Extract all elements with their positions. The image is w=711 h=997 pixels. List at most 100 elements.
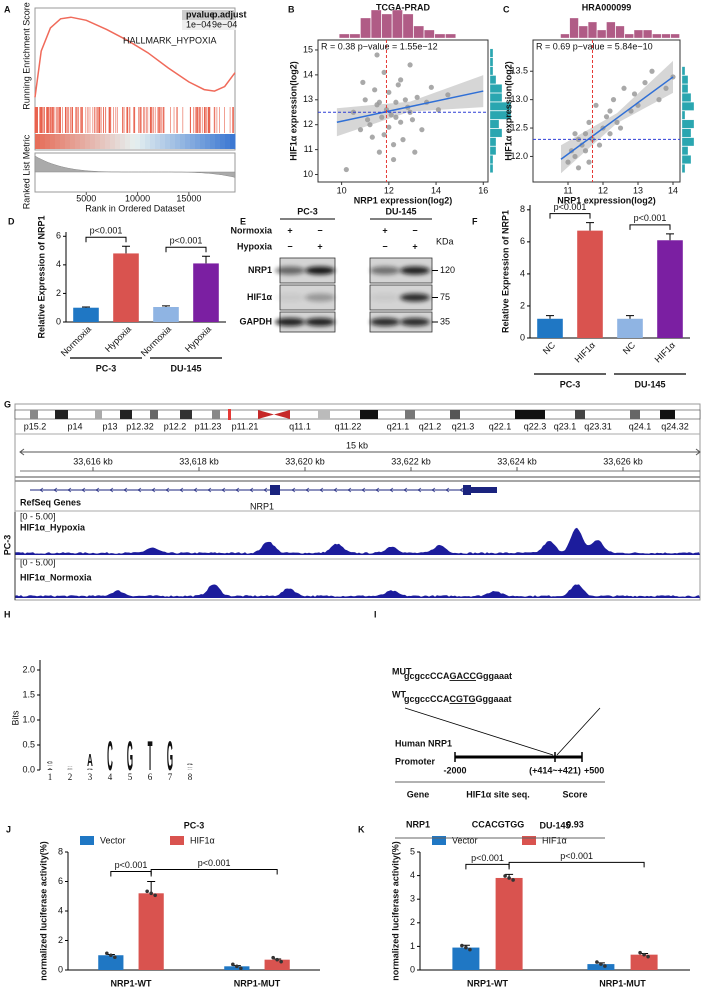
y-tick-label: 4 [520,268,525,278]
x-tick-label: 13 [633,185,643,195]
logo-letter: C [107,734,113,780]
promoter-label: Promoter [395,756,436,766]
rank-heat [65,134,71,149]
rank-heat [185,134,191,149]
condition-label: Normoxia [230,225,273,235]
legend-label: HIF1α [542,835,567,845]
position-label: 4 [108,772,113,782]
replicate-dot [105,951,109,956]
y-tick-label: 1 [410,941,415,951]
significance-bracket [85,236,127,243]
y-tick-label: 1.5 [22,689,35,699]
ideogram-marker [228,409,231,420]
x-tick-label: 11 [563,185,572,195]
sequence-part: gcgccCCA [404,694,450,704]
blot-band [275,318,305,326]
position-label: 6 [148,772,153,782]
protein-label: GAPDH [239,316,272,326]
browser-frame [14,403,701,601]
position-label: 1 [48,772,53,782]
point [565,159,571,165]
y-tick-label: 0.5 [22,739,35,749]
stats-value: 1e−04 [186,19,211,29]
coordinate-label: 33,626 kb [603,456,643,466]
rank-heat [150,134,156,149]
rank-heat [145,134,151,149]
point [381,132,387,138]
point [572,131,578,137]
bar [98,955,124,970]
blot-band [305,318,335,326]
marginal-bar [489,93,503,102]
replicate-dot [153,893,157,898]
significance-label: p<0.001 [560,851,593,861]
rank-heat [160,134,166,149]
band-label: p15.2 [24,421,47,431]
x-axis-label: Rank in Ordered Dataset [85,203,185,213]
y-tick-label: 8 [520,204,525,214]
bar [113,253,139,322]
point [610,97,617,103]
chart-title: PC-3 [184,820,205,830]
bar [452,947,480,970]
y-tick-label: 0 [58,964,63,974]
rank-heat [45,134,51,149]
sequence-tag: WT [392,689,406,699]
marginal-bar [681,75,689,85]
legend-label: Vector [100,835,126,845]
rank-heat [205,134,211,149]
ranked-metric [34,155,236,178]
point [412,149,418,155]
bar [657,240,683,338]
position-label: 8 [188,772,193,782]
point [586,119,592,125]
point [621,85,627,91]
rank-heat [135,134,141,149]
bar [630,954,658,970]
ideogram-band [515,410,545,419]
error-bar [546,315,554,319]
y-tick-label: 2 [520,300,525,310]
marginal-bar [681,119,695,129]
blot-band [370,293,400,302]
legend-swatch [170,836,184,845]
logo-letter: G [187,764,194,766]
logo-letter: A [187,769,193,770]
condition-sign: + [412,241,417,251]
replicate-dot [239,966,243,971]
marginal-bar [489,66,494,76]
marker-label: 75 [440,292,450,302]
ideogram-band [630,410,640,419]
band-label: p11.23 [195,421,222,431]
ideogram [14,409,701,420]
logo-letter: C [47,765,53,766]
significance-label: p<0.001 [115,860,148,870]
point [572,153,578,160]
replicate-dot [275,957,279,962]
logo-letter: G [47,761,54,764]
sequence-part: Gggaaat [476,671,512,681]
condition-sign: + [382,225,387,235]
blot-band [275,293,305,302]
marginal-bar [489,155,494,164]
replicate-dot [503,874,507,878]
marginal-bar [681,110,686,120]
table-cell: CCACGTGG [472,819,525,829]
rank-heat [180,134,186,149]
point [407,62,413,68]
point [582,148,589,154]
marginal-bar [652,33,662,39]
y-tick-label: 2 [58,935,63,945]
band-label: q23.31 [584,421,612,431]
ideogram-band [660,410,675,419]
rank-heat [100,134,106,149]
rank-heat [215,134,221,149]
point [364,117,371,123]
marginal-bar [489,57,494,67]
significance-bracket [549,213,591,219]
error-bar [147,881,156,894]
protein-label: HIF1α [247,292,273,302]
marginal-bar [489,128,503,138]
rank-heat [55,134,61,149]
point [374,52,380,58]
